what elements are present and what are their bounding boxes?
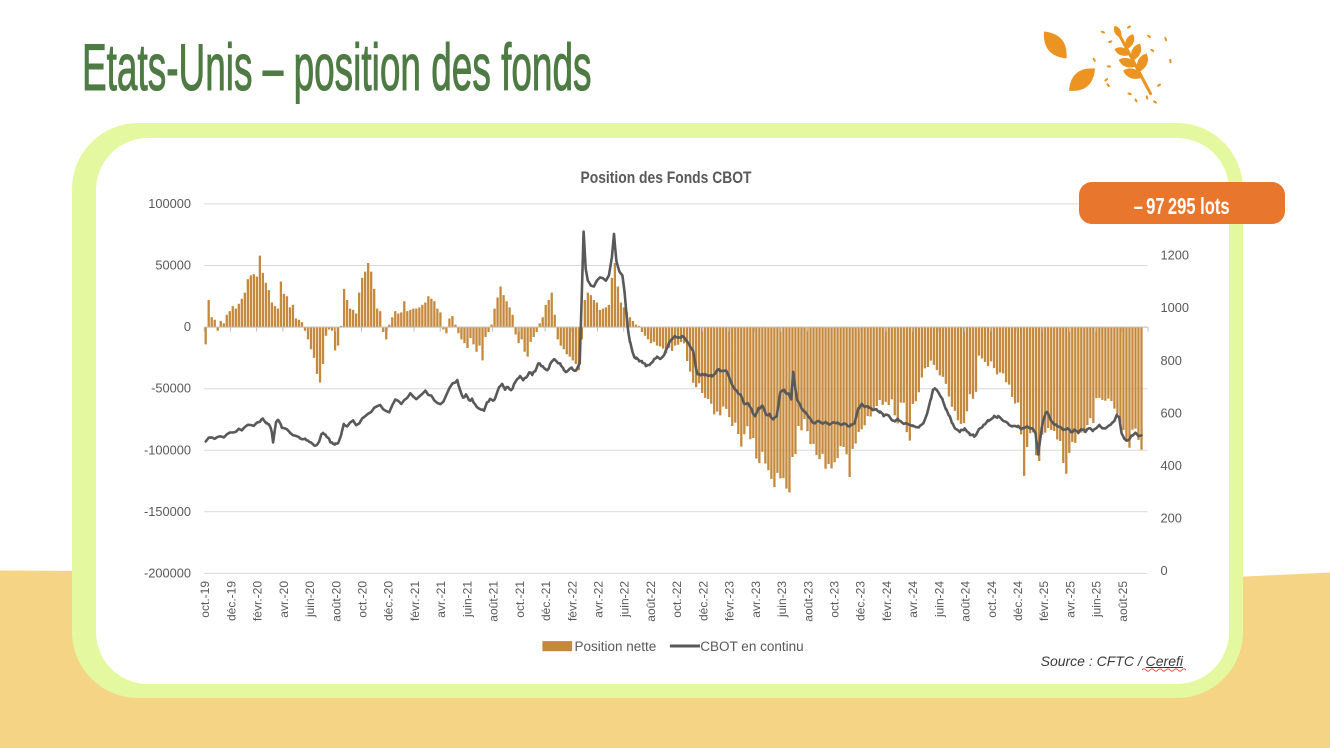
svg-text:oct.-20: oct.-20 bbox=[356, 581, 370, 618]
svg-text:juin-22: juin-22 bbox=[618, 581, 632, 618]
svg-text:avr.-22: avr.-22 bbox=[592, 581, 606, 618]
svg-text:Position nette: Position nette bbox=[575, 639, 657, 654]
svg-text:oct.-23: oct.-23 bbox=[828, 581, 842, 618]
svg-text:1200: 1200 bbox=[1161, 248, 1189, 263]
svg-text:1000: 1000 bbox=[1161, 300, 1189, 315]
svg-text:févr.-22: févr.-22 bbox=[565, 581, 579, 621]
svg-text:-100000: -100000 bbox=[144, 442, 191, 457]
svg-text:juin-21: juin-21 bbox=[460, 581, 474, 618]
svg-text:févr.-24: févr.-24 bbox=[880, 581, 894, 621]
svg-text:juin-24: juin-24 bbox=[932, 581, 946, 618]
svg-text:avr.-23: avr.-23 bbox=[749, 581, 763, 618]
svg-text:déc.-24: déc.-24 bbox=[1011, 581, 1025, 621]
svg-text:févr.-23: févr.-23 bbox=[723, 581, 737, 621]
svg-text:avr.-24: avr.-24 bbox=[906, 581, 920, 618]
svg-text:200: 200 bbox=[1161, 511, 1182, 526]
svg-text:oct.-21: oct.-21 bbox=[513, 581, 527, 618]
svg-text:0: 0 bbox=[184, 319, 191, 334]
svg-text:Position des Fonds CBOT: Position des Fonds CBOT bbox=[581, 169, 752, 187]
svg-text:-150000: -150000 bbox=[144, 504, 191, 519]
svg-text:août-23: août-23 bbox=[801, 581, 815, 622]
svg-text:avr.-25: avr.-25 bbox=[1064, 581, 1078, 618]
svg-text:juin-25: juin-25 bbox=[1090, 581, 1104, 618]
svg-text:déc.-22: déc.-22 bbox=[696, 581, 710, 621]
svg-text:déc.-21: déc.-21 bbox=[539, 581, 553, 621]
svg-text:-200000: -200000 bbox=[144, 565, 191, 580]
svg-text:avr.-20: avr.-20 bbox=[277, 581, 291, 618]
svg-text:0: 0 bbox=[1161, 563, 1168, 578]
svg-text:50000: 50000 bbox=[155, 258, 191, 273]
svg-text:oct.-19: oct.-19 bbox=[198, 581, 212, 618]
svg-text:déc.-20: déc.-20 bbox=[382, 581, 396, 621]
svg-text:août-22: août-22 bbox=[644, 581, 658, 622]
svg-text:100000: 100000 bbox=[148, 196, 191, 211]
svg-text:déc.-19: déc.-19 bbox=[224, 581, 238, 621]
svg-text:juin-23: juin-23 bbox=[775, 581, 789, 618]
svg-text:août-24: août-24 bbox=[959, 581, 973, 622]
svg-text:600: 600 bbox=[1161, 405, 1182, 420]
svg-text:févr.-21: févr.-21 bbox=[408, 581, 422, 621]
svg-text:CBOT en continu: CBOT en continu bbox=[700, 639, 803, 654]
svg-text:août-25: août-25 bbox=[1116, 581, 1130, 622]
svg-text:févr.-25: févr.-25 bbox=[1037, 581, 1051, 621]
svg-text:800: 800 bbox=[1161, 353, 1182, 368]
svg-text:avr.-21: avr.-21 bbox=[434, 581, 448, 618]
svg-text:400: 400 bbox=[1161, 458, 1182, 473]
svg-text:déc.-23: déc.-23 bbox=[854, 581, 868, 621]
svg-text:févr.-20: févr.-20 bbox=[251, 581, 265, 621]
svg-text:août-20: août-20 bbox=[329, 581, 343, 622]
svg-text:juin-20: juin-20 bbox=[303, 581, 317, 618]
svg-text:oct.-24: oct.-24 bbox=[985, 581, 999, 618]
svg-text:-50000: -50000 bbox=[151, 381, 191, 396]
svg-text:oct.-22: oct.-22 bbox=[670, 581, 684, 618]
svg-text:août-21: août-21 bbox=[487, 581, 501, 622]
